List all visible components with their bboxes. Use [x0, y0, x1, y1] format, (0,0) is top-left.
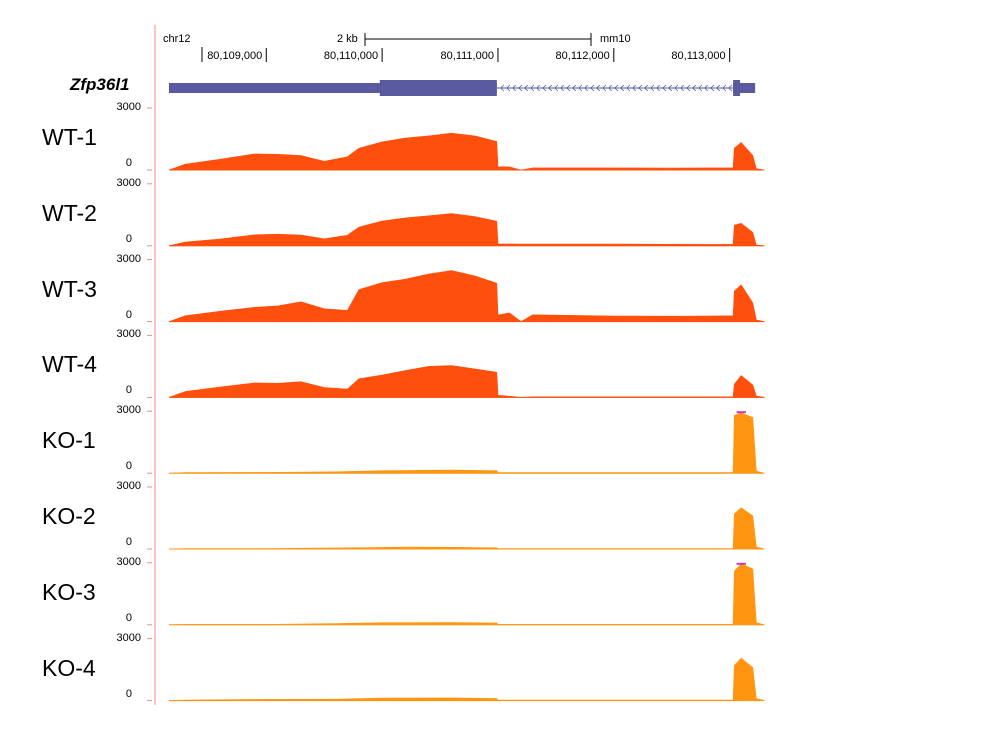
y-max-label: 3000: [116, 555, 141, 568]
strand-chevron: [698, 84, 703, 92]
strand-chevron: [704, 84, 709, 92]
y-zero-label: 0: [125, 232, 132, 245]
strand-chevron: [626, 84, 631, 92]
track-label: WT-1: [42, 124, 97, 150]
y-max-label: 3000: [116, 176, 141, 189]
track-label: WT-4: [42, 351, 97, 378]
strand-chevron: [680, 84, 685, 92]
coverage-area-ko-3: [168, 563, 765, 626]
strand-chevron: [674, 84, 679, 92]
strand-chevron: [554, 84, 559, 92]
y-zero-label: 0: [125, 611, 132, 624]
assembly-label: mm10: [600, 33, 631, 45]
coverage-area-wt-4: [168, 365, 765, 398]
track-label: KO-1: [42, 427, 96, 454]
strand-chevron: [722, 84, 727, 92]
strand-chevron: [560, 84, 565, 92]
coverage-area-wt-2: [168, 213, 765, 247]
strand-chevron: [638, 84, 643, 92]
coverage-area-wt-1: [168, 132, 765, 171]
strand-chevron: [548, 84, 553, 92]
strand-chevron: [506, 84, 511, 92]
strand-chevron: [608, 84, 613, 92]
y-zero-label: 0: [125, 687, 132, 700]
y-max-label: 3000: [116, 101, 141, 113]
coverage-area-ko-1: [168, 412, 765, 474]
strand-chevron: [650, 84, 655, 92]
strand-chevron: [530, 84, 535, 92]
y-max-label: 3000: [116, 252, 141, 265]
strand-chevron: [728, 84, 733, 92]
track-label: WT-3: [42, 275, 97, 302]
gene-exon-coding: [379, 80, 497, 96]
coordinate-tick-label: 80,112,000: [555, 50, 610, 62]
strand-chevron: [590, 84, 595, 92]
strand-chevron: [632, 84, 637, 92]
strand-chevron: [578, 84, 583, 92]
y-zero-label: 0: [125, 460, 132, 473]
strand-chevron: [542, 84, 547, 92]
strand-chevron: [518, 84, 523, 92]
y-zero-label: 0: [125, 384, 132, 397]
chromosome-label: chr12: [163, 33, 191, 45]
strand-chevron: [710, 84, 715, 92]
strand-chevron: [500, 84, 505, 92]
y-zero-label: 0: [125, 308, 132, 321]
strand-chevron: [602, 84, 607, 92]
coordinate-tick-label: 80,113,000: [671, 50, 726, 62]
strand-chevron: [536, 84, 541, 92]
y-max-label: 3000: [116, 631, 141, 644]
strand-chevron: [572, 84, 577, 92]
coordinate-tick-label: 80,109,000: [207, 50, 263, 62]
y-max-label: 3000: [116, 480, 141, 492]
strand-chevron: [512, 84, 517, 92]
strand-chevron: [614, 84, 619, 92]
coverage-area-wt-3: [168, 270, 765, 322]
gene-name: Zfp36l1: [70, 75, 130, 94]
coverage-area-ko-2: [168, 507, 765, 550]
y-max-label: 3000: [116, 404, 141, 417]
coverage-area-ko-4: [168, 657, 765, 701]
strand-chevron: [524, 84, 529, 92]
coordinate-tick-label: 80,111,000: [440, 50, 494, 62]
track-label: WT-2: [42, 199, 97, 226]
track-label: KO-3: [42, 578, 96, 605]
strand-chevron: [620, 84, 625, 92]
strand-chevron: [656, 84, 661, 92]
strand-chevron: [692, 84, 697, 92]
gene-exon-utr: [733, 83, 756, 93]
strand-chevron: [644, 84, 649, 92]
strand-chevron: [662, 84, 667, 92]
y-zero-label: 0: [125, 157, 132, 169]
strand-chevron: [686, 84, 691, 92]
y-max-label: 3000: [116, 328, 141, 341]
strand-chevron: [668, 84, 673, 92]
gene-exon-coding: [733, 80, 741, 96]
track-label: KO-4: [42, 654, 96, 681]
y-zero-label: 0: [125, 536, 132, 548]
strand-chevron: [584, 84, 589, 92]
strand-chevron: [716, 84, 721, 92]
strand-chevron: [566, 84, 571, 92]
track-label: KO-2: [42, 503, 96, 529]
strand-chevron: [596, 84, 601, 92]
coordinate-tick-label: 80,110,000: [323, 50, 379, 62]
scale-bar-label: 2 kb: [337, 33, 358, 45]
gene-exon-utr: [168, 83, 497, 93]
